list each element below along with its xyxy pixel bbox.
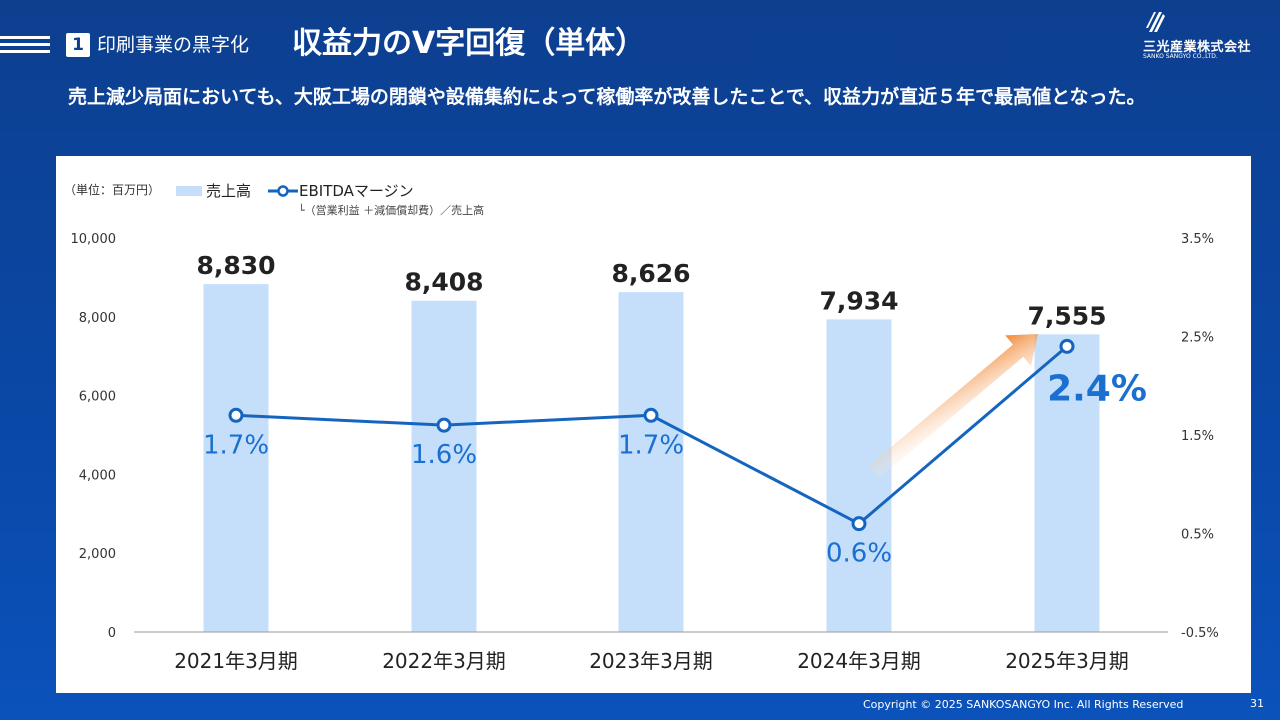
logo-stripes-icon	[1146, 12, 1165, 32]
company-name: 三光産業株式会社	[1143, 40, 1252, 55]
line-value-label: 2.4%	[1047, 368, 1147, 409]
y-left-tick-label: 4,000	[79, 468, 116, 483]
y-right-tick-label: 2.5%	[1181, 331, 1214, 346]
bar-1	[203, 284, 269, 632]
bar-5	[1034, 334, 1100, 632]
y-right-tick-label: 3.5%	[1181, 232, 1214, 247]
company-sub-name: SANKO SANGYO CO.,LTD.	[1143, 53, 1218, 60]
line-point-4	[851, 516, 867, 532]
x-tick-label: 2023年3月期	[589, 649, 713, 673]
growth-arrow-shape	[868, 334, 1038, 479]
line-point-5	[1059, 338, 1075, 354]
x-tick-label: 2024年3月期	[797, 649, 921, 673]
company-logo: 三光産業株式会社 SANKO SANGYO CO.,LTD.	[1143, 12, 1253, 62]
header-lines-decoration	[0, 36, 50, 57]
lead-text: 売上減少局面においても、大阪工場の閉鎖や設備集約によって稼働率が改善したことで、…	[68, 86, 1146, 108]
page-number: 31	[1250, 697, 1264, 710]
bar-value-label: 8,626	[611, 259, 690, 288]
y-left-tick-label: 8,000	[79, 311, 116, 326]
chart-panel: 2021年3月期 2022年3月期 2023年3月期 2024年3月期 2025年3月期…	[56, 156, 1251, 693]
copyright-text: Copyright © 2025 SANKOSANGYO Inc. All Ri…	[863, 698, 1184, 711]
bar-3	[618, 292, 684, 632]
growth-arrow	[868, 334, 1038, 479]
combo-chart: 2021年3月期 2022年3月期 2023年3月期 2024年3月期 2025年3月期…	[64, 182, 1219, 673]
line-point-3	[643, 407, 659, 423]
line-value-label: 1.7%	[618, 430, 684, 460]
legend-line-label: EBITDAマージン	[299, 182, 414, 200]
page-title: 収益力のV字回復（単体）	[292, 26, 646, 61]
y-right-tick-label: 0.5%	[1181, 528, 1214, 543]
bar-value-label: 8,830	[196, 251, 275, 280]
legend-bar-swatch	[176, 186, 202, 196]
line-value-label: 1.6%	[411, 440, 477, 470]
legend-bar-label: 売上高	[206, 182, 251, 200]
legend-line-note: └（営業利益 ＋減価償却費）／売上高	[298, 203, 484, 217]
y-left-tick-label: 10,000	[71, 232, 117, 247]
line-value-label: 1.7%	[203, 430, 269, 460]
bar-value-label: 7,555	[1027, 301, 1106, 330]
line-point-1	[228, 407, 244, 423]
y-left-tick-label: 2,000	[79, 547, 116, 562]
bar-value-label: 7,934	[819, 286, 898, 315]
line-point-2	[436, 417, 452, 433]
section-label: 印刷事業の黒字化	[97, 34, 250, 56]
section-number-badge: 1	[66, 33, 90, 57]
unit-label: （単位：百万円）	[64, 182, 160, 197]
y-right-tick-label: 1.5%	[1181, 429, 1214, 444]
bar-value-label: 8,408	[404, 268, 483, 297]
x-tick-label: 2021年3月期	[174, 649, 298, 673]
y-left-tick-label: 6,000	[79, 390, 116, 405]
bar-2	[411, 300, 477, 632]
x-tick-label: 2025年3月期	[1005, 649, 1129, 673]
legend-line-marker	[277, 185, 289, 197]
y-left-tick-label: 0	[108, 626, 116, 641]
y-right-tick-label: -0.5%	[1181, 626, 1219, 641]
line-value-label: 0.6%	[826, 539, 892, 569]
x-tick-label: 2022年3月期	[382, 649, 506, 673]
